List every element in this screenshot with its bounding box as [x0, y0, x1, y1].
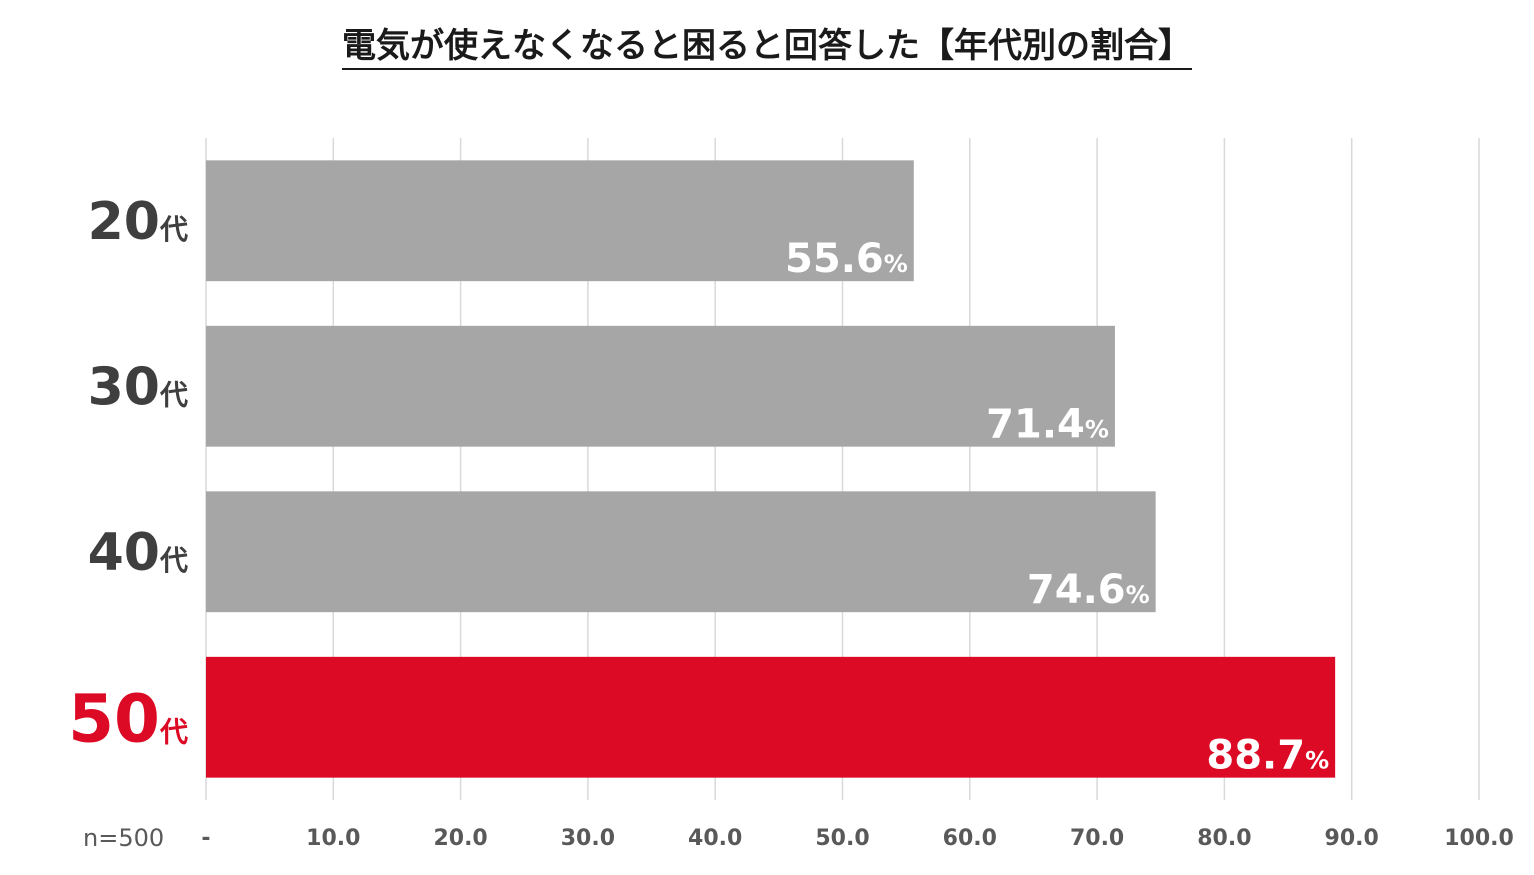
value-unit: % [884, 250, 908, 278]
value-unit: % [1085, 416, 1109, 444]
bar-value-label: 88.7% [1206, 733, 1329, 779]
x-tick-label: 70.0 [1070, 826, 1124, 851]
chart-title: 電気が使えなくなると困ると回答した【年代別の割合】 [0, 18, 1534, 70]
x-tick-label: 20.0 [433, 826, 487, 851]
value-unit: % [1305, 747, 1329, 775]
bars: 55.6%71.4%74.6%88.7% [206, 160, 1336, 779]
category-suffix: 代 [159, 544, 188, 577]
category-suffix: 代 [159, 213, 188, 246]
category-label: 40代 [88, 523, 188, 583]
bar [206, 325, 1115, 447]
x-axis-ticks: - 10.0 20.0 30.0 40.0 50.0 60.0 70.0 80.0 90.0 100… [201, 826, 1513, 851]
category-suffix: 代 [159, 715, 188, 748]
category-label: 50代 [68, 680, 188, 757]
category-label: 20代 [88, 192, 188, 252]
bar [206, 656, 1336, 778]
x-tick-label: 50.0 [815, 826, 869, 851]
x-tick-label: 10.0 [306, 826, 360, 851]
sample-size-note: n=500 [83, 824, 164, 852]
category-number: 50 [68, 680, 160, 757]
bar [206, 491, 1156, 613]
x-tick-label: 100.0 [1444, 826, 1514, 851]
x-tick-label: - [201, 826, 210, 851]
bar-value-label: 55.6% [785, 236, 908, 282]
value-number: 88.7 [1206, 733, 1305, 779]
x-tick-label: 40.0 [688, 826, 742, 851]
value-number: 71.4 [986, 402, 1085, 448]
value-unit: % [1126, 581, 1150, 609]
value-number: 74.6 [1027, 567, 1126, 613]
bar-value-label: 74.6% [1027, 567, 1150, 613]
category-number: 20 [88, 192, 160, 252]
category-label: 30代 [88, 357, 188, 417]
bar [206, 160, 914, 282]
bar-value-label: 71.4% [986, 402, 1109, 448]
x-tick-label: 30.0 [561, 826, 615, 851]
category-suffix: 代 [159, 378, 188, 411]
chart-title-text: 電気が使えなくなると困ると回答した【年代別の割合】 [342, 26, 1192, 70]
category-number: 30 [88, 357, 160, 417]
x-tick-label: 90.0 [1325, 826, 1379, 851]
value-number: 55.6 [785, 236, 884, 282]
x-tick-label: 80.0 [1197, 826, 1251, 851]
x-tick-label: 60.0 [943, 826, 997, 851]
category-number: 40 [88, 523, 160, 583]
